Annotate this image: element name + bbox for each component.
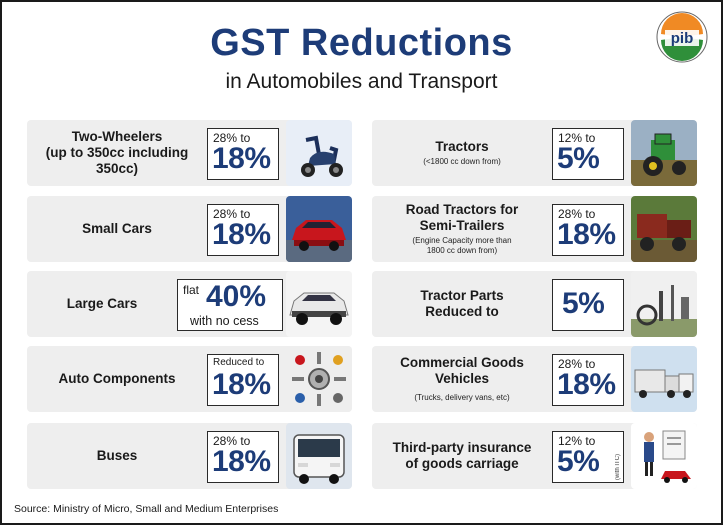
label-sub: (<1800 cc down from) — [423, 157, 501, 166]
card-road-tractors: Road Tractors for Semi-Trailers (Engine … — [372, 196, 697, 262]
rate-to: 18% — [212, 218, 271, 251]
rate-from: Reduced to — [213, 357, 265, 368]
card-label: Third-party insurance of goods carriage — [372, 423, 552, 489]
card-tractor-parts: Tractor Parts Reduced to 5% — [372, 271, 697, 337]
rate-from: 28% to — [213, 131, 251, 145]
label-line: Auto Components — [58, 371, 176, 386]
bus-icon — [286, 423, 352, 489]
card-buses: Buses 28% to 18% — [27, 423, 352, 489]
label-line: Small Cars — [82, 221, 152, 236]
label-sub: (Engine Capacity more than — [412, 236, 512, 245]
card-label: Large Cars — [27, 271, 177, 337]
rate-box: flat 40% with no cess — [177, 279, 283, 331]
pib-logo-icon: pib — [656, 11, 708, 63]
label-line: Road Tractors for — [405, 202, 519, 217]
tractor-icon — [631, 120, 697, 186]
label-line: Tractor Parts — [420, 288, 504, 303]
tractor-parts-icon — [631, 271, 697, 337]
label-line: Buses — [96, 448, 138, 463]
rate-box: 12% to 5% (with ITC) — [552, 431, 624, 483]
rate-to: 5% — [562, 287, 605, 320]
card-label: Two-Wheelers (up to 350cc including 350c… — [27, 120, 207, 186]
card-two-wheelers: Two-Wheelers (up to 350cc including 350c… — [27, 120, 352, 186]
rate-to: 18% — [212, 142, 271, 175]
rate-flat: flat — [183, 283, 200, 297]
rate-box: 5% — [552, 279, 624, 331]
rate-from: 28% to — [213, 207, 251, 221]
rate-from: 28% to — [558, 207, 596, 221]
label-line: of goods carriage — [405, 456, 519, 471]
page-title: GST Reductions — [210, 22, 513, 64]
rate-to: 18% — [557, 368, 616, 401]
label-line: Vehicles — [434, 371, 490, 386]
trucks-icon — [631, 346, 697, 412]
label-line: Commercial Goods — [400, 355, 524, 370]
road-tractor-icon — [631, 196, 697, 262]
label-sub: (Trucks, delivery vans, etc) — [414, 393, 510, 402]
source-note: Source: Ministry of Micro, Small and Med… — [14, 503, 279, 515]
rate-box: 28% to 18% — [207, 128, 279, 180]
rate-box: 12% to 5% — [552, 128, 624, 180]
rate-to: 18% — [212, 445, 271, 478]
red-car-icon — [286, 196, 352, 262]
rate-box: 28% to 18% — [552, 204, 624, 256]
rate-vertical-note: (with ITC) — [615, 454, 621, 480]
card-label: Tractors (<1800 cc down from) — [372, 120, 552, 186]
label-line: Third-party insurance — [392, 440, 532, 455]
rate-to: 5% — [557, 445, 600, 478]
card-tractors: Tractors (<1800 cc down from) 12% to 5% — [372, 120, 697, 186]
label-line: Semi-Trailers — [419, 218, 505, 233]
label-line: Reduced to — [425, 304, 499, 319]
rate-box: 28% to 18% — [552, 354, 624, 406]
rate-from: 28% to — [558, 357, 596, 371]
label-line: Large Cars — [66, 296, 138, 311]
card-label: Buses — [27, 423, 207, 489]
scooter-icon — [286, 120, 352, 186]
card-auto-components: Auto Components Reduced to 18% — [27, 346, 352, 412]
rate-to: 18% — [557, 218, 616, 251]
card-third-party-insurance: Third-party insurance of goods carriage … — [372, 423, 697, 489]
rate-from: 12% to — [558, 434, 596, 448]
insurance-icon — [631, 423, 697, 489]
rate-note: with no cess — [190, 314, 259, 328]
rate-to: 5% — [557, 142, 600, 175]
svg-text:pib: pib — [671, 30, 694, 47]
label-line: Two-Wheelers — [71, 129, 163, 144]
suv-icon — [286, 271, 352, 337]
label-line: 350cc) — [95, 161, 139, 176]
label-line: Tractors — [435, 139, 489, 154]
card-small-cars: Small Cars 28% to 18% — [27, 196, 352, 262]
rate-from: 12% to — [558, 131, 596, 145]
card-label: Road Tractors for Semi-Trailers (Engine … — [372, 196, 552, 262]
rate-box: 28% to 18% — [207, 431, 279, 483]
rate-from: 28% to — [213, 434, 251, 448]
card-label: Auto Components — [27, 346, 207, 412]
card-commercial-goods: Commercial Goods Vehicles (Trucks, deliv… — [372, 346, 697, 412]
rate-box: 28% to 18% — [207, 204, 279, 256]
label-sub: 1800 cc down from) — [426, 246, 498, 255]
auto-parts-icon — [286, 346, 352, 412]
card-large-cars: Large Cars flat 40% with no cess — [27, 271, 352, 337]
rate-box: Reduced to 18% — [207, 354, 279, 406]
card-label: Tractor Parts Reduced to — [372, 271, 552, 337]
card-label: Small Cars — [27, 196, 207, 262]
page-subtitle: in Automobiles and Transport — [225, 70, 498, 93]
card-label: Commercial Goods Vehicles (Trucks, deliv… — [372, 346, 552, 412]
rate-to: 18% — [212, 368, 271, 401]
rate-to: 40% — [206, 280, 267, 313]
label-line: (up to 350cc including — [45, 145, 189, 160]
